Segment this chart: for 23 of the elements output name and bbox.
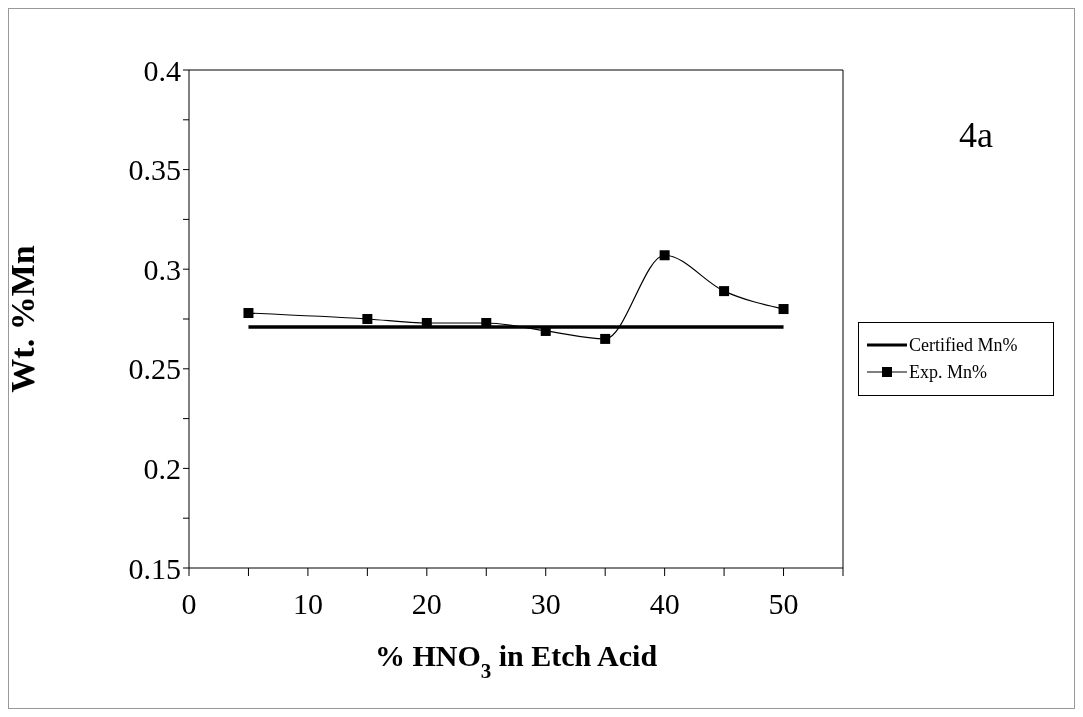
point [243,308,254,319]
point [600,333,611,344]
x-tick-label: 40 [649,587,680,620]
y-tick-label: 0.3 [143,252,181,286]
legend-label: Exp. Mn% [909,361,987,383]
y-tick-label: 0.2 [143,452,181,486]
point [719,286,730,297]
y-tick-label: 0.15 [128,551,181,585]
x-axis-title: % HNO$_{3}$ in Etch Acid [374,639,658,683]
y-tick-label: 0.35 [128,153,181,187]
x-tick-label: 0 [181,587,197,620]
point [362,314,373,324]
y-tick-label: 0.4 [143,53,181,87]
x-tick-label: 50 [768,587,799,620]
x-tick-label: 30 [530,587,561,620]
legend-label: Certified Mn% [909,334,1018,356]
x-tick-label: 10 [292,587,323,620]
point [659,250,670,261]
y-axis-title: Wt. %Mn [4,245,41,393]
x-tick-label: 20 [411,587,442,620]
text: 4a [959,115,993,155]
point [778,304,789,315]
y-tick-label: 0.25 [128,352,181,386]
